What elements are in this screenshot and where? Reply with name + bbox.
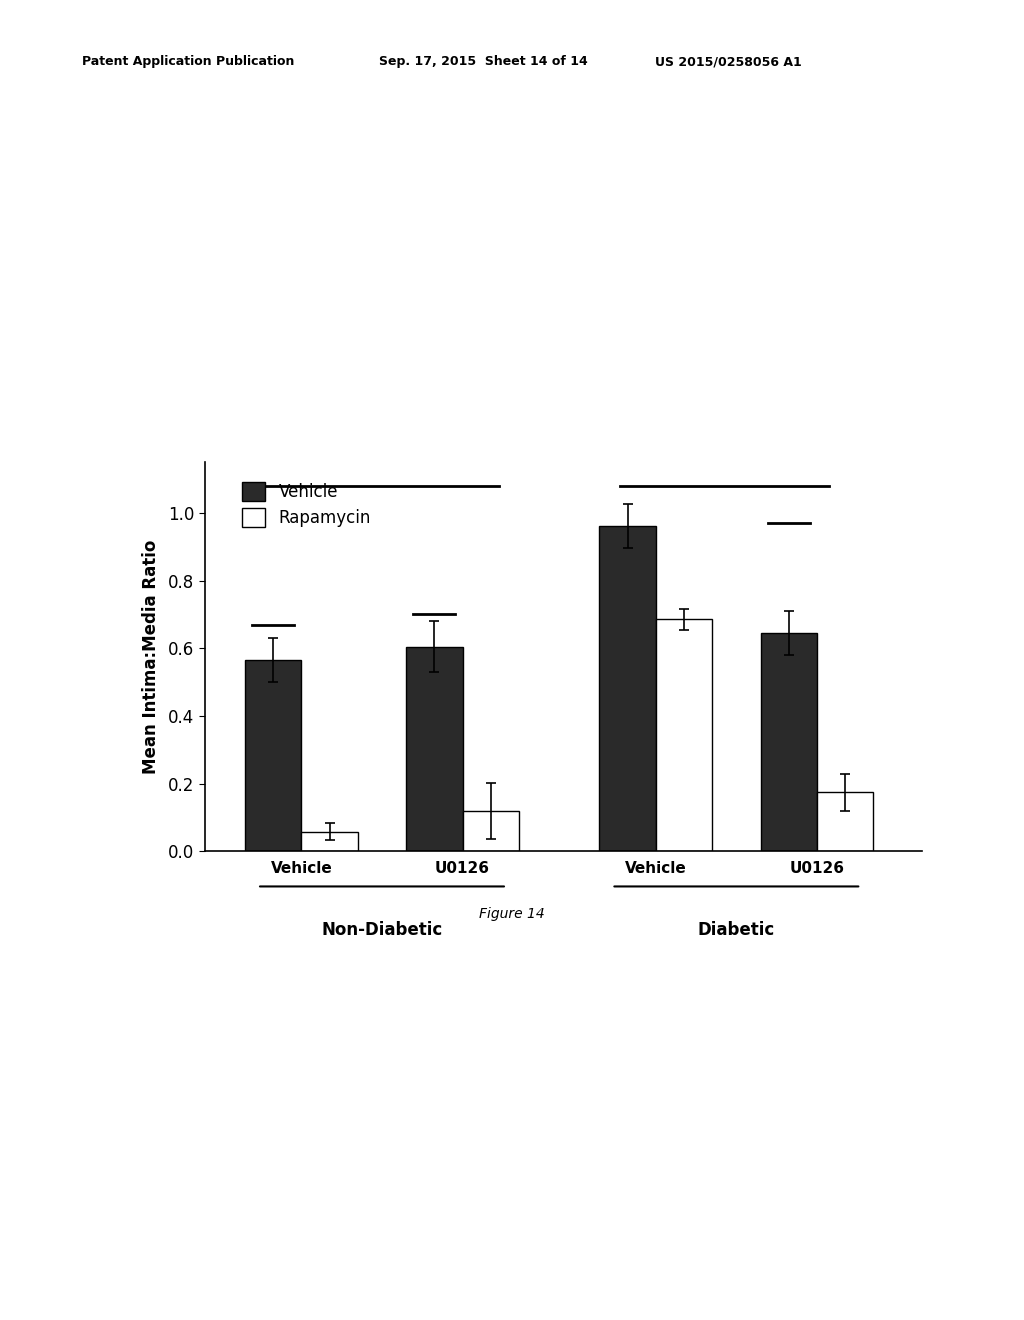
Bar (817, 792, 873, 851)
Bar (761, 634, 817, 851)
Text: US 2015/0258056 A1: US 2015/0258056 A1 (655, 55, 802, 69)
Text: Figure 14: Figure 14 (479, 907, 545, 921)
Bar (301, 832, 357, 851)
Bar (599, 527, 655, 851)
Y-axis label: Mean Intima:Media Ratio: Mean Intima:Media Ratio (141, 540, 160, 774)
Text: Non-Diabetic: Non-Diabetic (322, 921, 442, 940)
Bar (245, 660, 301, 851)
Bar (407, 647, 463, 851)
Text: Patent Application Publication: Patent Application Publication (82, 55, 294, 69)
Bar (463, 810, 519, 851)
Text: Diabetic: Diabetic (697, 921, 775, 940)
Legend: Vehicle, Rapamycin: Vehicle, Rapamycin (242, 482, 371, 527)
Bar (655, 619, 713, 851)
Text: Sep. 17, 2015  Sheet 14 of 14: Sep. 17, 2015 Sheet 14 of 14 (379, 55, 588, 69)
